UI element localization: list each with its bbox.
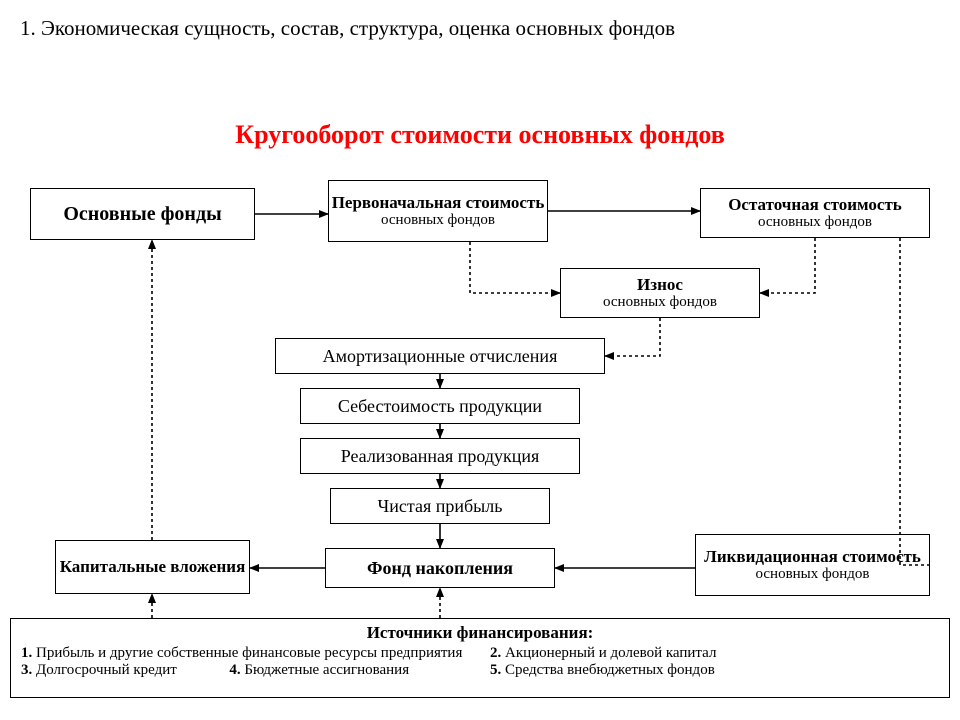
node-label: Себестоимость продукции xyxy=(338,396,542,417)
node-amortizatsionnye-otchisleniya: Амортизационные отчисления xyxy=(275,338,605,374)
node-sublabel: основных фондов xyxy=(381,212,495,229)
node-label: Ликвидационная стоимость xyxy=(704,547,921,567)
node-label: Амортизационные отчисления xyxy=(323,346,558,367)
sources-item: 5. Средства внебюджетных фондов xyxy=(490,662,939,679)
node-osnovnye-fondy: Основные фонды xyxy=(30,188,255,240)
node-sublabel: основных фондов xyxy=(758,214,872,231)
node-label: Основные фонды xyxy=(63,203,221,226)
node-sublabel: основных фондов xyxy=(756,566,870,583)
sources-item: 1. Прибыль и другие собственные финансов… xyxy=(21,645,470,662)
node-label: Реализованная продукция xyxy=(341,446,540,467)
node-iznos: Износ основных фондов xyxy=(560,268,760,318)
edge xyxy=(900,238,930,565)
edge xyxy=(605,318,660,356)
node-label: Чистая прибыль xyxy=(378,496,503,517)
node-fond-nakopleniya: Фонд накопления xyxy=(325,548,555,588)
node-sebestoimost-produktsii: Себестоимость продукции xyxy=(300,388,580,424)
diagram-canvas: 1. Экономическая сущность, состав, струк… xyxy=(0,0,960,720)
sources-list: 1. Прибыль и другие собственные финансов… xyxy=(21,645,939,679)
node-kapitalnye-vlozheniya: Капитальные вложения xyxy=(55,540,250,594)
node-label: Капитальные вложения xyxy=(60,557,246,577)
sources-item: 2. Акционерный и долевой капитал xyxy=(490,645,939,662)
sources-title: Источники финансирования: xyxy=(21,623,939,643)
node-pervonachalnaya-stoimost: Первоначальная стоимость основных фондов xyxy=(328,180,548,242)
edge xyxy=(470,242,560,293)
node-label: Износ xyxy=(637,275,683,295)
node-label: Фонд накопления xyxy=(367,558,513,579)
node-label: Остаточная стоимость xyxy=(728,195,902,215)
page-title: 1. Экономическая сущность, состав, струк… xyxy=(20,16,675,41)
sources-box: Источники финансирования: 1. Прибыль и д… xyxy=(10,618,950,698)
node-chistaya-pribyl: Чистая прибыль xyxy=(330,488,550,524)
node-sublabel: основных фондов xyxy=(603,294,717,311)
node-label: Первоначальная стоимость xyxy=(332,193,545,213)
node-likvidatsionnaya-stoimost: Ликвидационная стоимость основных фондов xyxy=(695,534,930,596)
node-ostatochnaya-stoimost: Остаточная стоимость основных фондов xyxy=(700,188,930,238)
diagram-title: Кругооборот стоимости основных фондов xyxy=(0,120,960,150)
edge xyxy=(760,238,815,293)
sources-item: 3. Долгосрочный кредит 4. Бюджетные асси… xyxy=(21,662,470,679)
node-realizovannaya-produktsiya: Реализованная продукция xyxy=(300,438,580,474)
